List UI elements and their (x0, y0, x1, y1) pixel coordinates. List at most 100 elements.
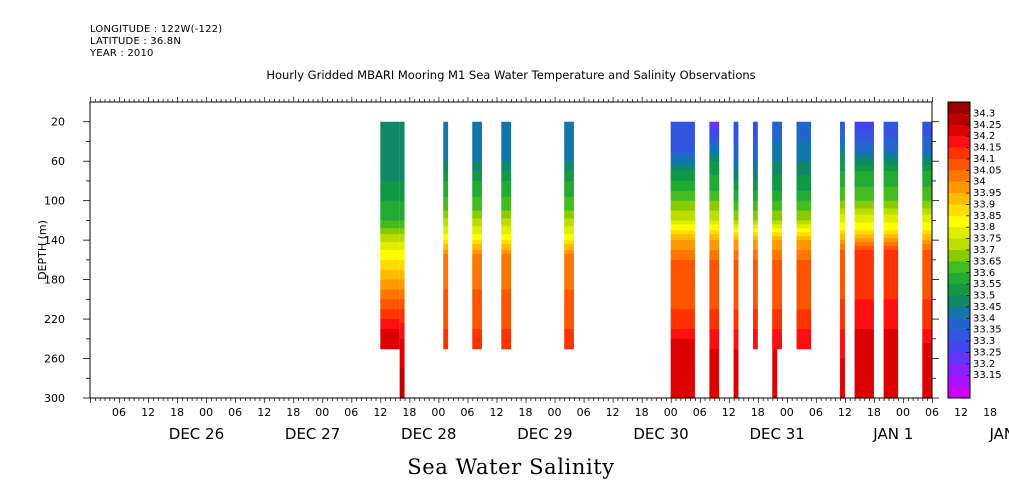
data-cell (501, 143, 511, 147)
data-cell (854, 307, 874, 310)
data-cell (399, 386, 405, 389)
data-cell (752, 163, 758, 166)
data-cell (883, 204, 899, 208)
data-cell (564, 208, 574, 212)
data-cell (922, 328, 932, 332)
data-cell (752, 147, 758, 150)
data-cell (399, 133, 405, 137)
data-cell (854, 388, 874, 391)
colorbar-cell (948, 386, 970, 399)
data-cell (922, 305, 932, 308)
data-cell (772, 188, 778, 192)
data-cell (501, 159, 511, 162)
data-cell (443, 332, 449, 336)
data-cell (564, 188, 574, 192)
data-cell (709, 342, 720, 346)
data-cell (443, 184, 449, 188)
data-cell (840, 192, 845, 196)
data-cell (380, 271, 400, 275)
data-cell (840, 182, 845, 186)
chart-title: Hourly Gridded MBARI Mooring M1 Sea Wate… (266, 68, 756, 82)
x-hour-tick-label: 12 (954, 406, 968, 419)
data-cell (854, 139, 874, 143)
data-cell (443, 169, 449, 172)
data-cell (670, 167, 695, 170)
data-cell (854, 133, 874, 137)
data-cell (922, 372, 932, 375)
data-cell (472, 194, 482, 198)
data-cell (564, 291, 574, 295)
data-cell (380, 206, 400, 210)
colorbar-label: 33.95 (973, 188, 1002, 199)
data-cell (883, 196, 899, 200)
data-cell (922, 141, 932, 145)
data-cell (709, 250, 720, 253)
data-cell (922, 244, 932, 247)
data-cell (752, 226, 758, 229)
data-cell (922, 309, 932, 312)
data-cell (709, 350, 720, 354)
data-cell (564, 210, 574, 214)
data-cell (883, 386, 899, 389)
data-cell (883, 153, 899, 156)
data-cell (772, 338, 778, 342)
data-cell (796, 275, 812, 279)
data-cell (796, 273, 812, 277)
data-cell (883, 285, 899, 289)
data-cell (733, 261, 739, 265)
data-cell (883, 161, 899, 164)
data-cell (883, 350, 899, 354)
data-cell (772, 372, 778, 375)
data-cell (670, 346, 695, 350)
data-cell (772, 362, 778, 366)
data-cell (854, 149, 874, 152)
data-cell (796, 324, 812, 328)
data-cell (840, 346, 845, 350)
data-cell (922, 171, 932, 174)
data-cell (380, 214, 400, 218)
data-cell (840, 131, 845, 135)
data-cell (564, 226, 574, 229)
data-cell (772, 196, 778, 200)
data-cell (840, 238, 845, 241)
data-cell (752, 263, 758, 267)
data-cell (840, 230, 845, 233)
data-cell (840, 287, 845, 291)
data-cell (922, 356, 932, 360)
data-cell (752, 334, 758, 338)
data-cell (840, 330, 845, 334)
data-cell (854, 176, 874, 180)
data-cell (472, 255, 482, 259)
data-cell (564, 265, 574, 269)
data-cell (564, 214, 574, 218)
data-cell (840, 161, 845, 164)
data-cell (564, 155, 574, 158)
data-cell (564, 157, 574, 160)
data-cell (709, 161, 720, 164)
data-cell (564, 204, 574, 208)
data-cell (854, 311, 874, 314)
colorbar-cell (948, 113, 970, 126)
data-cell (854, 315, 874, 318)
data-cell (709, 366, 720, 369)
data-cell (840, 251, 845, 255)
data-cell (883, 253, 899, 257)
data-cell (733, 190, 739, 194)
data-cell (733, 127, 739, 131)
data-cell (840, 295, 845, 298)
data-cell (752, 297, 758, 300)
data-cell (501, 271, 511, 275)
data-cell (854, 384, 874, 387)
data-cell (380, 173, 400, 176)
data-cell (709, 328, 720, 332)
data-cell (670, 265, 695, 269)
data-cell (399, 338, 405, 342)
data-cell (840, 388, 845, 391)
data-cell (670, 161, 695, 164)
data-cell (796, 307, 812, 310)
data-cell (854, 175, 874, 178)
data-cell (752, 186, 758, 190)
data-cell (709, 176, 720, 180)
data-cell (472, 269, 482, 273)
data-cell (922, 392, 932, 395)
